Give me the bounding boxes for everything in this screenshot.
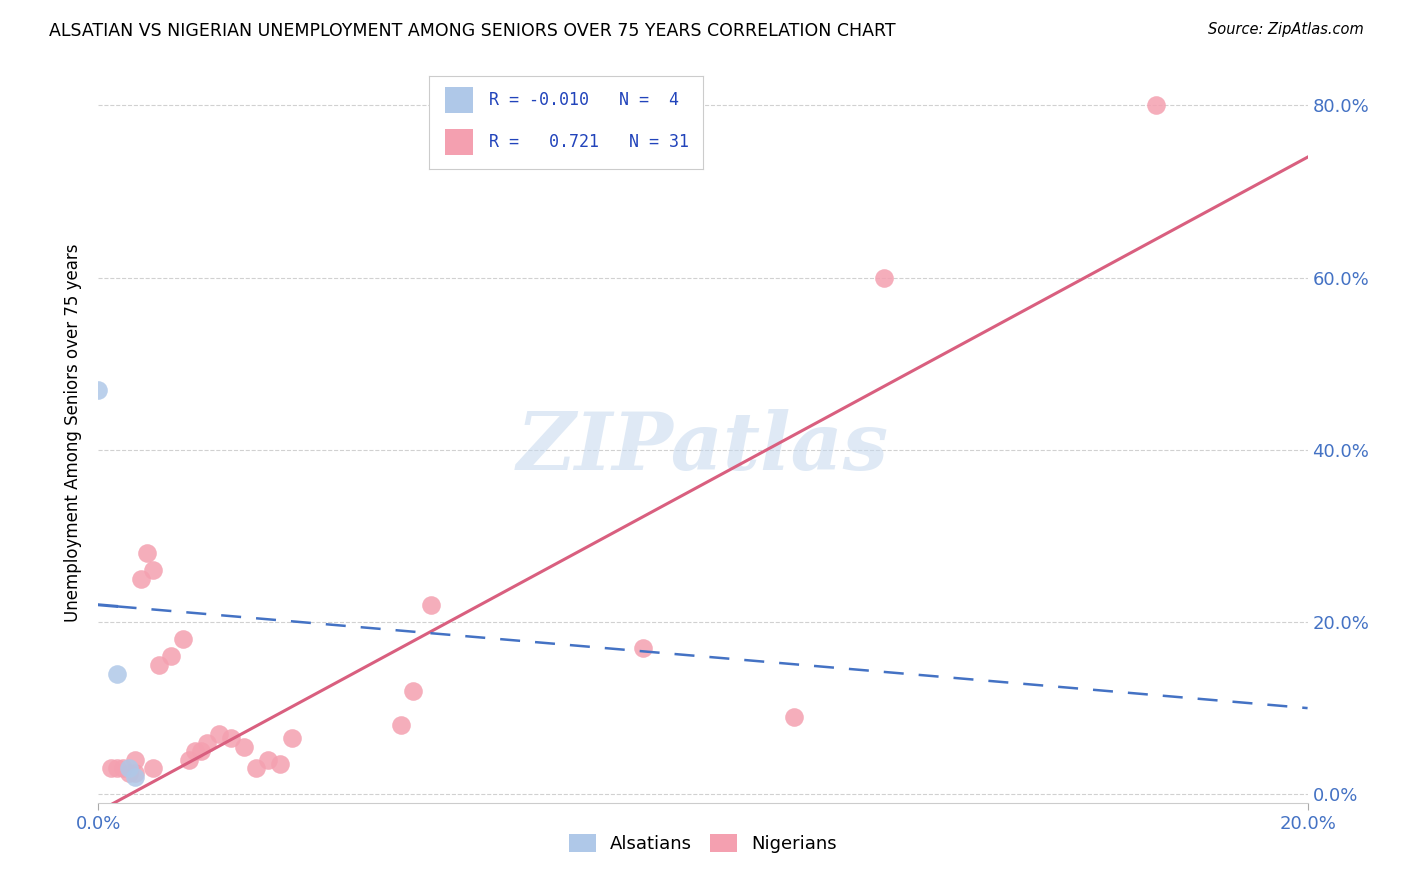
Point — [160, 649, 183, 664]
Point — [269, 757, 291, 772]
Point — [105, 666, 128, 681]
Point — [631, 640, 654, 655]
Text: R =   0.721   N = 31: R = 0.721 N = 31 — [489, 133, 689, 152]
Point — [420, 598, 443, 612]
Point — [195, 735, 218, 749]
Point — [142, 563, 165, 577]
Point — [124, 765, 146, 780]
Point — [1144, 98, 1167, 112]
Point — [232, 739, 254, 754]
Text: ZIPatlas: ZIPatlas — [517, 409, 889, 486]
Point — [148, 658, 170, 673]
Point — [118, 761, 141, 775]
Point — [111, 761, 134, 775]
Point — [389, 718, 412, 732]
Point — [245, 761, 267, 775]
Point — [402, 684, 425, 698]
Point — [190, 744, 212, 758]
Point — [783, 709, 806, 723]
Legend: Alsatians, Nigerians: Alsatians, Nigerians — [561, 827, 845, 861]
Text: Source: ZipAtlas.com: Source: ZipAtlas.com — [1208, 22, 1364, 37]
Y-axis label: Unemployment Among Seniors over 75 years: Unemployment Among Seniors over 75 years — [65, 244, 83, 622]
Point — [179, 753, 201, 767]
Point — [208, 727, 231, 741]
Point — [281, 731, 304, 746]
Point — [221, 731, 243, 746]
Point — [87, 383, 110, 397]
Point — [172, 632, 194, 647]
Point — [135, 546, 157, 560]
Point — [873, 270, 896, 285]
Point — [100, 761, 122, 775]
Point — [118, 765, 141, 780]
Point — [129, 572, 152, 586]
Point — [142, 761, 165, 775]
Point — [256, 753, 278, 767]
Point — [124, 753, 146, 767]
Text: ALSATIAN VS NIGERIAN UNEMPLOYMENT AMONG SENIORS OVER 75 YEARS CORRELATION CHART: ALSATIAN VS NIGERIAN UNEMPLOYMENT AMONG … — [49, 22, 896, 40]
Text: R = -0.010   N =  4: R = -0.010 N = 4 — [489, 91, 679, 109]
Point — [105, 761, 128, 775]
Point — [124, 770, 146, 784]
Bar — [446, 87, 472, 113]
Point — [184, 744, 207, 758]
Bar — [446, 129, 472, 155]
